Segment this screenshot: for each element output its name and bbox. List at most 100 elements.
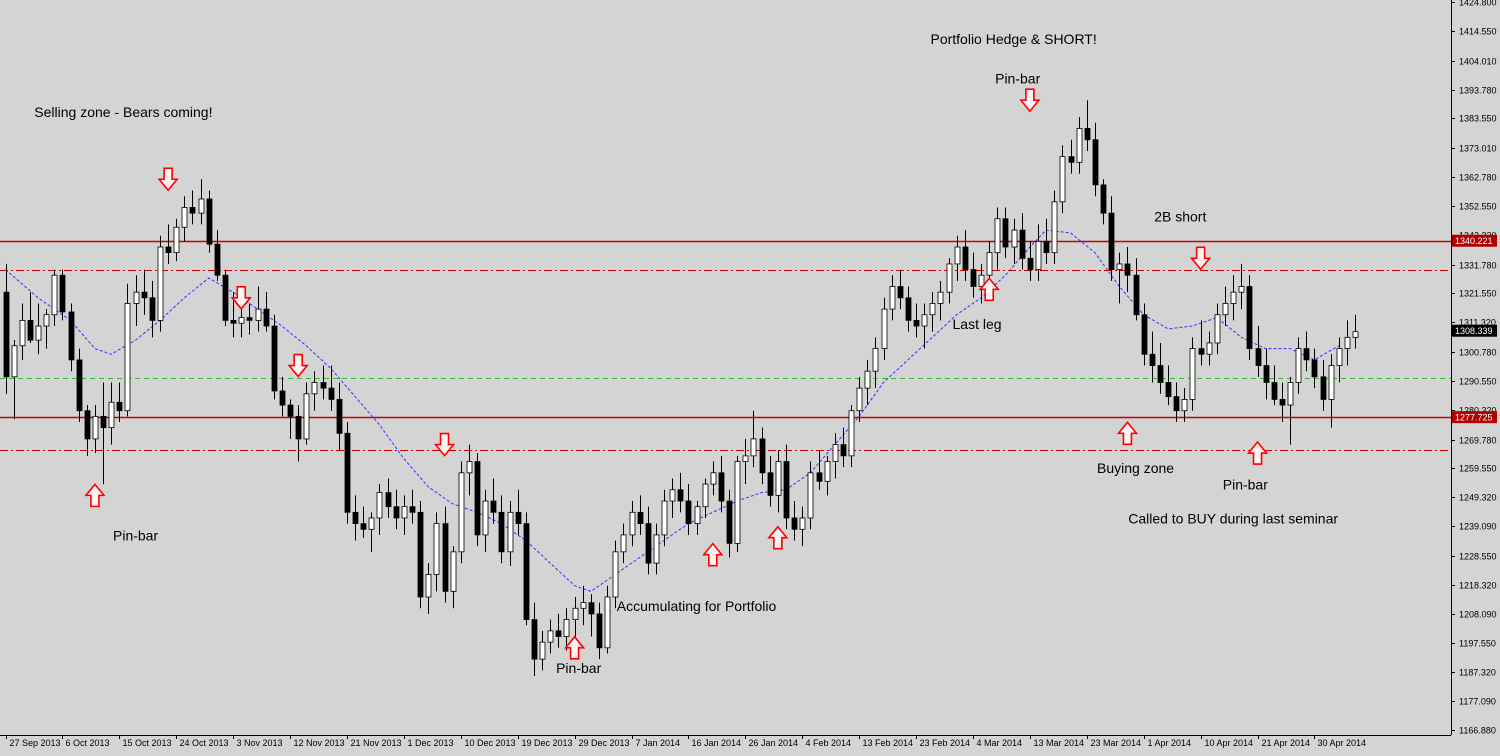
candle-up-body bbox=[848, 410, 855, 457]
candle bbox=[1133, 258, 1140, 321]
down-arrow-icon bbox=[287, 353, 309, 378]
candle-up-body bbox=[856, 387, 863, 412]
price-tick-label: 1424.800 bbox=[1459, 0, 1497, 8]
candle bbox=[35, 303, 42, 355]
candle bbox=[214, 230, 221, 281]
candle bbox=[1344, 320, 1351, 366]
candle-down-body bbox=[718, 472, 725, 502]
candle bbox=[1352, 314, 1359, 349]
candle-up-body bbox=[35, 325, 42, 341]
candle-down-body bbox=[84, 410, 91, 440]
price-labels: 1340.221 1308.339 1277.725 bbox=[1452, 234, 1497, 424]
candle bbox=[954, 235, 961, 281]
candle-up-body bbox=[1116, 263, 1123, 270]
candle-up-body bbox=[1051, 201, 1058, 254]
candle bbox=[1230, 275, 1237, 321]
candle bbox=[450, 546, 457, 609]
candle bbox=[133, 275, 140, 327]
candle bbox=[1320, 359, 1327, 411]
annotation-text: Pin-bar bbox=[113, 528, 158, 544]
candle bbox=[620, 523, 627, 564]
candle-down-body bbox=[3, 291, 10, 378]
candle bbox=[1051, 190, 1058, 264]
candle bbox=[1206, 331, 1213, 366]
candle-up-body bbox=[425, 574, 432, 598]
candle bbox=[320, 365, 327, 400]
annotation-text: Accumulating for Portfolio bbox=[617, 598, 777, 614]
candle-down-body bbox=[962, 246, 969, 270]
candle bbox=[173, 218, 180, 262]
candle bbox=[669, 478, 676, 518]
candle bbox=[271, 314, 278, 400]
candle-down-body bbox=[1279, 399, 1286, 406]
down-arrow-icon bbox=[1189, 246, 1212, 271]
time-tick-label: 13 Feb 2014 bbox=[863, 738, 914, 748]
candle-down-body bbox=[596, 613, 603, 649]
candle-up-body bbox=[157, 246, 164, 321]
candle-down-body bbox=[816, 472, 823, 482]
candle-down-body bbox=[1108, 212, 1115, 270]
candle-down-body bbox=[1173, 396, 1180, 412]
candle bbox=[799, 506, 806, 547]
candle bbox=[685, 484, 692, 535]
candle bbox=[775, 450, 782, 513]
candle-down-body bbox=[116, 401, 123, 412]
candle-down-body bbox=[271, 325, 278, 392]
annotation-text: Portfolio Hedge & SHORT! bbox=[930, 31, 1096, 47]
price-tick-label: 1373.010 bbox=[1459, 144, 1497, 154]
candle bbox=[1263, 348, 1270, 400]
candle-down-body bbox=[1002, 218, 1009, 248]
candle-up-body bbox=[303, 393, 310, 440]
candle bbox=[547, 619, 554, 654]
candle-up-body bbox=[1035, 240, 1042, 270]
time-tick-label: 27 Sep 2013 bbox=[10, 738, 61, 748]
candle-up-body bbox=[507, 511, 514, 553]
candle-up-body bbox=[466, 461, 473, 474]
candle bbox=[116, 382, 123, 422]
candle-down-body bbox=[840, 444, 847, 457]
candle bbox=[442, 506, 449, 603]
price-tick-label: 1166.880 bbox=[1459, 726, 1496, 736]
candle bbox=[1002, 207, 1009, 259]
candle bbox=[531, 602, 538, 677]
candle-down-body bbox=[336, 399, 343, 434]
price-tick-label: 1259.550 bbox=[1459, 464, 1497, 474]
candle bbox=[840, 427, 847, 468]
candle-down-body bbox=[783, 461, 790, 519]
candle bbox=[563, 608, 570, 651]
candle-down-body bbox=[685, 500, 692, 525]
candle-down-body bbox=[328, 387, 335, 400]
candle-down-body bbox=[360, 523, 367, 530]
signal-arrows bbox=[84, 88, 1269, 660]
candle bbox=[653, 523, 660, 575]
candle-up-body bbox=[653, 534, 660, 564]
candle-down-body bbox=[905, 297, 912, 321]
candle-down-body bbox=[637, 511, 644, 525]
candle-down-body bbox=[385, 492, 392, 508]
candle-up-body bbox=[807, 472, 814, 519]
candle bbox=[1141, 303, 1148, 366]
candle bbox=[767, 455, 774, 507]
candle-up-body bbox=[1352, 331, 1359, 338]
candle-up-body bbox=[864, 370, 871, 389]
candle bbox=[198, 179, 205, 225]
candle bbox=[255, 286, 262, 332]
candle-up-body bbox=[1230, 291, 1237, 304]
candle-down-body bbox=[189, 207, 196, 214]
candle bbox=[1019, 213, 1026, 270]
candle-up-body bbox=[702, 483, 709, 508]
candle-up-body bbox=[1076, 128, 1083, 163]
candle-down-body bbox=[344, 432, 351, 513]
candle bbox=[702, 478, 709, 518]
candle bbox=[929, 292, 936, 332]
candle-down-body bbox=[1141, 314, 1148, 355]
candle bbox=[352, 495, 359, 541]
level-price-badge bbox=[1452, 234, 1497, 247]
candle-up-body bbox=[572, 607, 579, 620]
time-tick-label: 21 Nov 2013 bbox=[351, 738, 402, 748]
candle bbox=[498, 495, 505, 564]
annotation-text: Pin-bar bbox=[556, 660, 601, 676]
candle-down-body bbox=[1092, 139, 1099, 186]
candle-down-body bbox=[677, 489, 684, 502]
